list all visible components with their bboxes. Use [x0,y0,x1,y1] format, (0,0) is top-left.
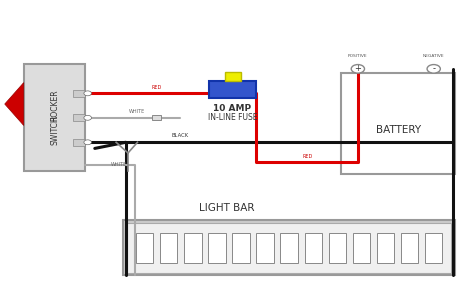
Bar [73,90,85,97]
Bar [401,233,418,263]
Bar [256,233,274,263]
Text: ROCKER: ROCKER [50,90,59,121]
Bar [425,233,442,263]
Text: BLACK: BLACK [172,133,189,138]
Bar [328,233,346,263]
Bar [225,72,241,81]
Text: RED: RED [151,85,162,90]
Bar [24,64,85,171]
Bar [127,223,451,273]
Text: LIGHT BAR: LIGHT BAR [199,203,255,213]
Bar [304,233,322,263]
Bar [136,233,154,263]
Bar [152,115,161,120]
Circle shape [84,140,91,145]
Text: +: + [355,64,361,73]
Text: SWITCH: SWITCH [50,115,59,145]
Text: RED: RED [303,154,313,159]
Circle shape [427,65,440,73]
Bar [281,233,298,263]
Text: IN-LINE FUSE: IN-LINE FUSE [208,113,257,122]
Polygon shape [5,83,24,125]
Circle shape [84,115,91,120]
Text: NEGATIVE: NEGATIVE [423,54,445,58]
Bar [209,81,256,98]
Text: WHITE: WHITE [110,162,127,167]
Bar [377,233,394,263]
Bar [341,73,455,174]
Bar [208,233,226,263]
Circle shape [351,65,365,73]
Bar [353,233,370,263]
Bar [73,114,85,121]
Text: POSITIVE: POSITIVE [348,54,368,58]
Text: -: - [432,64,435,73]
Bar [73,139,85,146]
Text: BATTERY: BATTERY [375,125,421,135]
Bar [184,233,201,263]
Bar [160,233,177,263]
Bar [123,220,455,275]
Bar [232,233,250,263]
Circle shape [84,91,91,96]
Text: 10 AMP: 10 AMP [213,104,251,113]
Text: WHITE: WHITE [129,109,146,114]
